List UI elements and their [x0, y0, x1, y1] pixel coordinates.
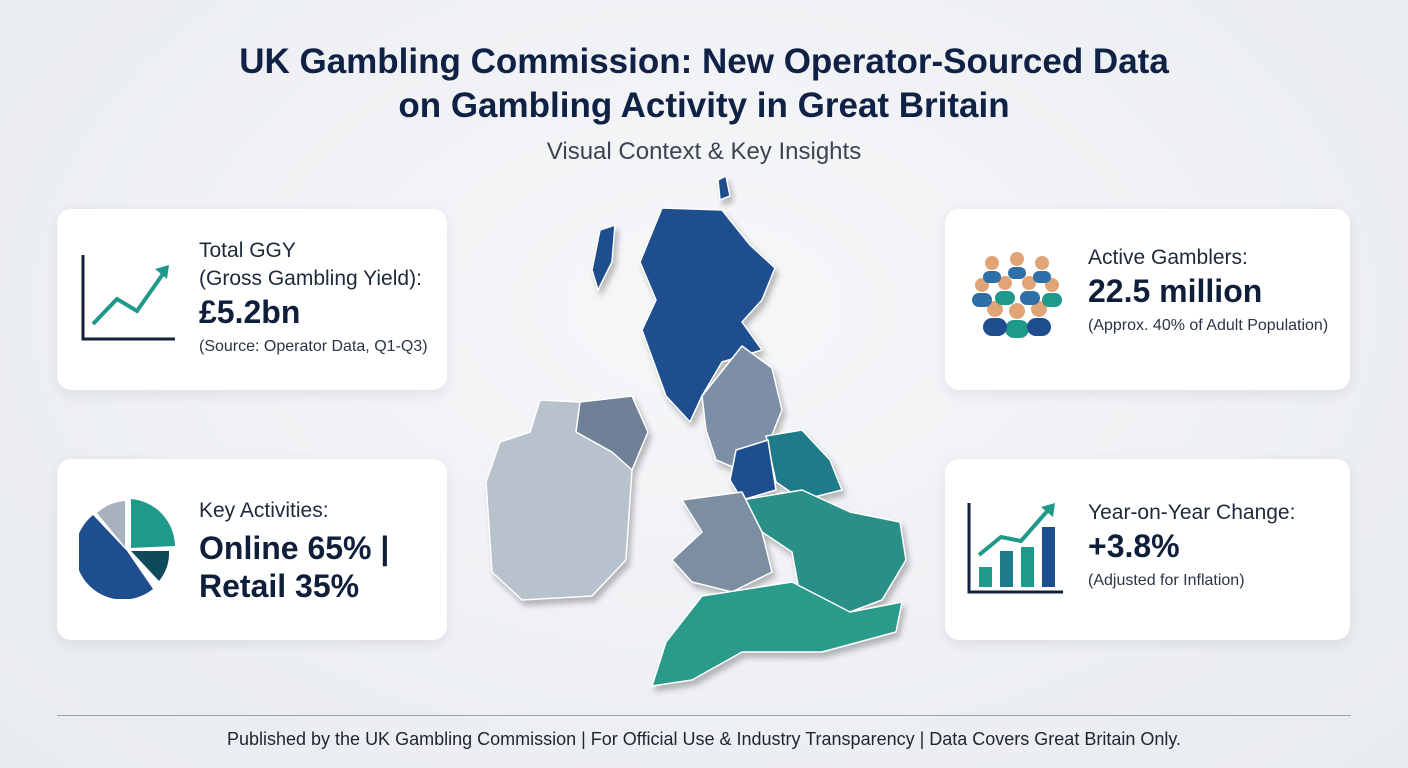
card-label: (Gross Gambling Yield): [199, 267, 422, 290]
footer-rule [57, 715, 1351, 716]
card-value: +3.8% [1088, 528, 1180, 564]
bar-chart-icon [967, 503, 1063, 594]
card-note: (Approx. 40% of Adult Population) [1088, 317, 1329, 334]
title: UK Gambling Commission: New Operator-Sou… [0, 40, 1408, 128]
line-chart-icon [81, 255, 175, 341]
subtitle: Visual Context & Key Insights [546, 138, 862, 165]
card-label: Key Activities: [199, 499, 329, 522]
card: Year-on-Year Change: +3.8% (Adjusted for… [945, 459, 1350, 640]
card-note: (Adjusted for Inflation) [1088, 572, 1245, 589]
card-text: Year-on-Year Change: +3.8% (Adjusted for… [1088, 499, 1295, 593]
pie-icon [79, 499, 175, 599]
card: Active Gamblers: 22.5 million (Approx. 4… [945, 209, 1350, 390]
card: Total GGY (Gross Gambling Yield): £5.2bn… [57, 209, 447, 390]
card-value: Retail 35% [199, 568, 360, 604]
card-value: 22.5 million [1088, 273, 1263, 309]
card-label: Active Gamblers: [1088, 246, 1248, 269]
title-line: UK Gambling Commission: New Operator-Sou… [239, 42, 1169, 81]
card-label: Year-on-Year Change: [1088, 501, 1296, 524]
footer: Published by the UK Gambling Commission … [226, 729, 1182, 749]
card-value: £5.2bn [199, 294, 301, 330]
card-value: Online 65% | [199, 530, 390, 566]
card-text: Total GGY (Gross Gambling Yield): £5.2bn… [199, 237, 428, 359]
card-text: Active Gamblers: 22.5 million (Approx. 4… [1088, 244, 1328, 338]
card-text: Key Activities: Online 65% | Retail 35% [199, 497, 389, 605]
card-label: Total GGY [199, 239, 296, 262]
people-icon [972, 252, 1062, 338]
title-line: on Gambling Activity in Great Britain [398, 86, 1010, 125]
card-note: (Source: Operator Data, Q1-Q3) [199, 338, 428, 355]
header: UK Gambling Commission: New Operator-Sou… [0, 40, 1408, 166]
card: Key Activities: Online 65% | Retail 35% [57, 459, 447, 640]
